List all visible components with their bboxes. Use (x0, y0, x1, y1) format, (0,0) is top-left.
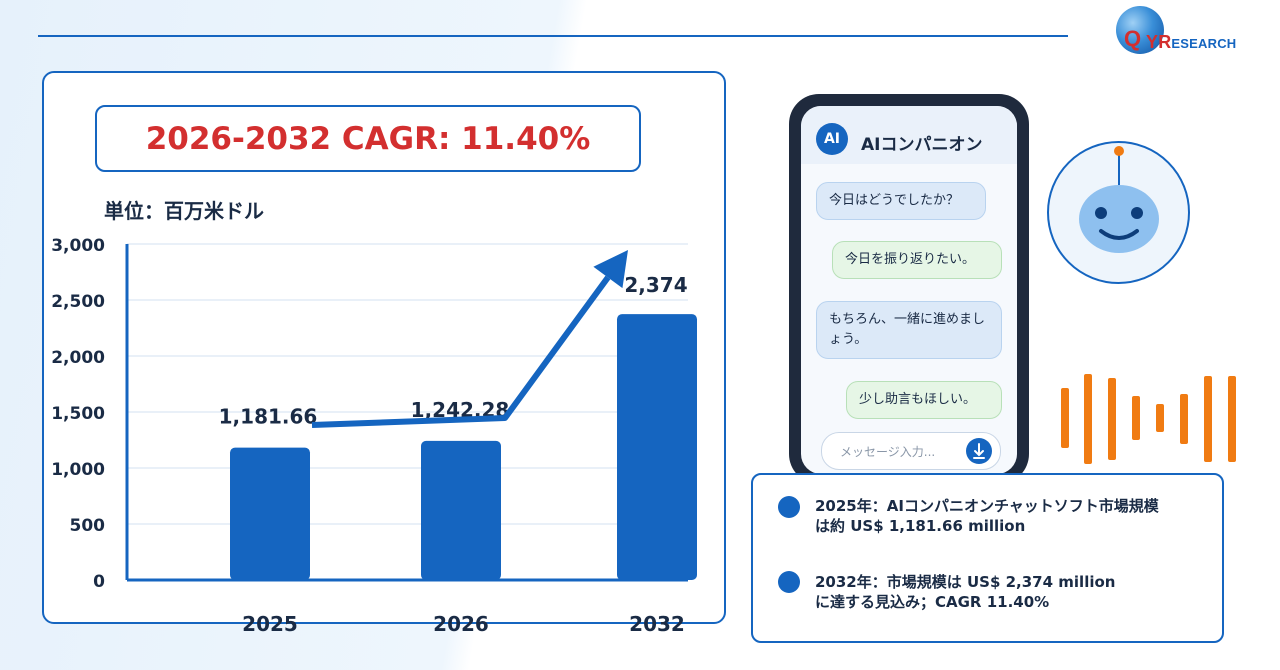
logo-text: YRESEARCH (1146, 32, 1237, 52)
microphone-icon[interactable] (966, 438, 992, 464)
qyresearch-logo: Q YRESEARCH (1112, 4, 1242, 60)
robot-icon (1047, 141, 1190, 284)
x-tick-label: 2025 (242, 612, 298, 636)
y-tick-label: 1,500 (51, 404, 105, 424)
chat-bubble-user: 少し助言もほしい。 (846, 381, 1002, 419)
y-tick-label: 2,000 (51, 348, 105, 368)
chat-title: AIコンパニオン (861, 135, 983, 155)
x-tick-label: 2026 (433, 612, 489, 636)
chat-bubble-ai: もちろん、一緒に進めましょう。 (816, 301, 1002, 359)
data-label: 2,374 (624, 273, 687, 297)
chat-bubble-ai: 今日はどうでしたか？ (816, 182, 986, 220)
trend-arrow-head (593, 250, 628, 289)
trend-arrow-line (311, 275, 611, 428)
bar (421, 440, 501, 580)
bullet-icon (778, 571, 800, 593)
chat-header: AI AIコンパニオン (801, 106, 1017, 164)
y-tick-label: 500 (70, 516, 106, 536)
chat-bubble-user: 今日を振り返りたい。 (832, 241, 1002, 279)
y-tick-label: 1,000 (51, 460, 105, 480)
info-item-2025: 2025年：AIコンパニオンチャットソフト市場規模 は約 US$ 1,181.66… (815, 497, 1159, 535)
unit-label: 単位：百万米ドル (104, 199, 264, 223)
message-placeholder: メッセージ入力... (840, 445, 936, 459)
globe-icon (1116, 6, 1164, 54)
ai-avatar: AI (816, 123, 848, 155)
header-divider (38, 35, 1068, 37)
info-item-2032: 2032年：市場規模は US$ 2,374 million に達する見込み；CAG… (815, 573, 1116, 611)
bar (230, 447, 310, 580)
x-tick-label: 2032 (629, 612, 685, 636)
message-input[interactable]: メッセージ入力... (821, 432, 1001, 470)
cagr-box: 2026-2032 CAGR: 11.40% (95, 105, 641, 172)
bar (617, 314, 697, 580)
waveform-icon (1061, 374, 1236, 464)
chat-screen: AI AIコンパニオン 今日はどうでしたか？ 今日を振り返りたい。 もちろん、一… (801, 106, 1017, 474)
y-tick-label: 2,500 (51, 292, 105, 312)
info-box (751, 473, 1224, 643)
y-tick-label: 3,000 (51, 236, 105, 256)
data-label: 1,181.66 (219, 405, 318, 429)
logo-q: Q (1124, 26, 1142, 51)
bullet-icon (778, 496, 800, 518)
cagr-headline: 2026-2032 CAGR: 11.40% (145, 120, 591, 157)
y-tick-label: 0 (93, 572, 105, 592)
